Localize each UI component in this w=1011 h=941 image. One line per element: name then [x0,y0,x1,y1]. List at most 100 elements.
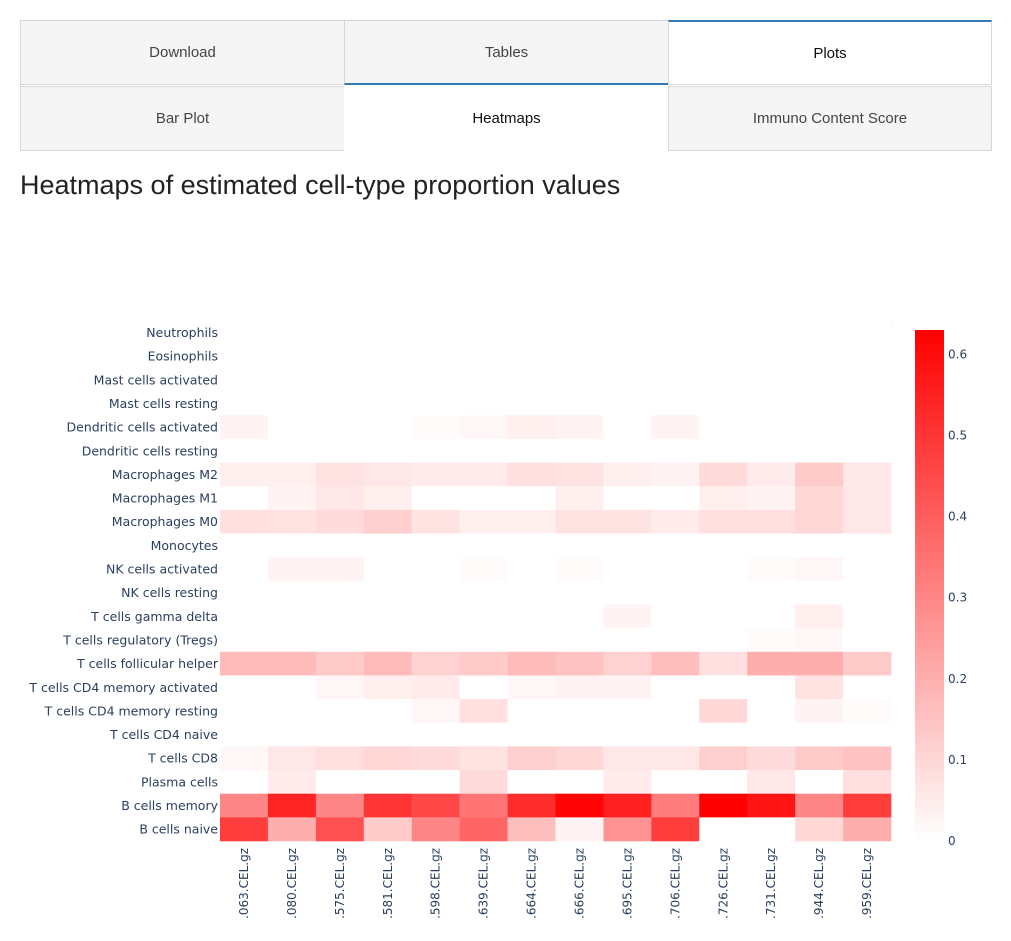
heatmap-cell[interactable] [651,486,700,511]
heatmap-cell[interactable] [747,368,796,392]
heatmap-cell[interactable] [795,533,844,558]
heatmap-cell[interactable] [363,628,413,653]
heatmap-cell[interactable] [843,438,892,463]
tab-download[interactable]: Download [20,20,345,85]
heatmap-cell[interactable] [651,651,700,676]
heatmap-cell[interactable] [411,699,460,724]
heatmap-cell[interactable] [747,604,796,629]
heatmap-cell[interactable] [699,344,748,369]
heatmap-cell[interactable] [699,722,748,747]
heatmap-cell[interactable] [507,651,556,676]
heatmap-cell[interactable] [603,817,652,842]
heatmap-cell[interactable] [459,722,508,747]
heatmap-cell[interactable] [795,770,844,794]
heatmap-cell[interactable] [220,817,269,842]
heatmap-cell[interactable] [555,722,604,747]
heatmap-cell[interactable] [220,793,269,818]
heatmap-cell[interactable] [843,699,892,724]
heatmap-cell[interactable] [795,509,844,534]
heatmap-cell[interactable] [603,344,652,369]
heatmap-cell[interactable] [315,580,365,605]
heatmap-cell[interactable] [411,557,460,582]
heatmap-cell[interactable] [363,368,413,392]
heatmap-cell[interactable] [411,793,460,818]
heatmap-cell[interactable] [220,746,269,771]
heatmap-cell[interactable] [363,722,413,747]
heatmap-cell[interactable] [363,793,413,818]
heatmap-cell[interactable] [795,793,844,818]
heatmap-cell[interactable] [220,320,269,345]
heatmap-cell[interactable] [795,746,844,771]
heatmap-cell[interactable] [555,557,604,582]
heatmap-cell[interactable] [507,438,556,463]
heatmap-cell[interactable] [843,604,892,629]
heatmap-cell[interactable] [699,793,748,818]
heatmap-cell[interactable] [651,344,700,369]
heatmap-cell[interactable] [555,486,604,511]
heatmap-cell[interactable] [795,628,844,653]
heatmap-cell[interactable] [507,557,556,582]
heatmap-cell[interactable] [220,533,269,558]
heatmap-cell[interactable] [459,320,508,345]
heatmap-cell[interactable] [363,462,413,487]
heatmap-cell[interactable] [699,462,748,487]
heatmap-cell[interactable] [315,438,365,463]
heatmap-cell[interactable] [267,391,317,416]
heatmap-cell[interactable] [315,746,365,771]
heatmap-cell[interactable] [555,770,604,794]
tab-tables[interactable]: Tables [344,20,669,85]
tab-plots[interactable]: Plots [668,20,992,85]
heatmap-cell[interactable] [411,722,460,747]
heatmap-cell[interactable] [795,344,844,369]
heatmap-cell[interactable] [507,580,556,605]
heatmap-cell[interactable] [267,557,317,582]
heatmap-cell[interactable] [651,770,700,794]
heatmap-cell[interactable] [747,817,796,842]
heatmap-cell[interactable] [555,817,604,842]
heatmap-cell[interactable] [747,580,796,605]
heatmap-cell[interactable] [603,415,652,440]
heatmap-cell[interactable] [603,368,652,392]
heatmap-cell[interactable] [651,817,700,842]
heatmap-cell[interactable] [603,604,652,629]
heatmap-cell[interactable] [843,462,892,487]
heatmap-cell[interactable] [843,391,892,416]
heatmap-cell[interactable] [555,651,604,676]
heatmap-cell[interactable] [699,699,748,724]
heatmap-cell[interactable] [843,722,892,747]
heatmap-cell[interactable] [843,557,892,582]
heatmap-cell[interactable] [267,580,317,605]
heatmap-cell[interactable] [699,320,748,345]
heatmap-cell[interactable] [411,415,460,440]
heatmap-cell[interactable] [651,533,700,558]
heatmap-cell[interactable] [651,793,700,818]
heatmap-cell[interactable] [795,722,844,747]
heatmap-cell[interactable] [603,580,652,605]
heatmap-cell[interactable] [411,675,460,700]
heatmap-cell[interactable] [267,415,317,440]
heatmap-cell[interactable] [363,557,413,582]
heatmap-cell[interactable] [843,793,892,818]
heatmap-cell[interactable] [363,651,413,676]
heatmap-cell[interactable] [699,628,748,653]
heatmap-cell[interactable] [699,604,748,629]
heatmap-cell[interactable] [603,509,652,534]
heatmap-cell[interactable] [603,793,652,818]
heatmap-cell[interactable] [507,344,556,369]
heatmap-cell[interactable] [459,509,508,534]
heatmap-cell[interactable] [747,415,796,440]
heatmap-cell[interactable] [267,368,317,392]
heatmap-cell[interactable] [795,391,844,416]
heatmap-cell[interactable] [267,770,317,794]
heatmap-cell[interactable] [220,486,269,511]
heatmap-cell[interactable] [220,722,269,747]
heatmap-cell[interactable] [747,462,796,487]
heatmap-cell[interactable] [315,320,365,345]
heatmap-cell[interactable] [651,415,700,440]
heatmap-cell[interactable] [507,509,556,534]
heatmap-cell[interactable] [411,509,460,534]
heatmap-cell[interactable] [603,770,652,794]
heatmap-cell[interactable] [843,580,892,605]
heatmap-cell[interactable] [411,651,460,676]
heatmap-cell[interactable] [795,699,844,724]
